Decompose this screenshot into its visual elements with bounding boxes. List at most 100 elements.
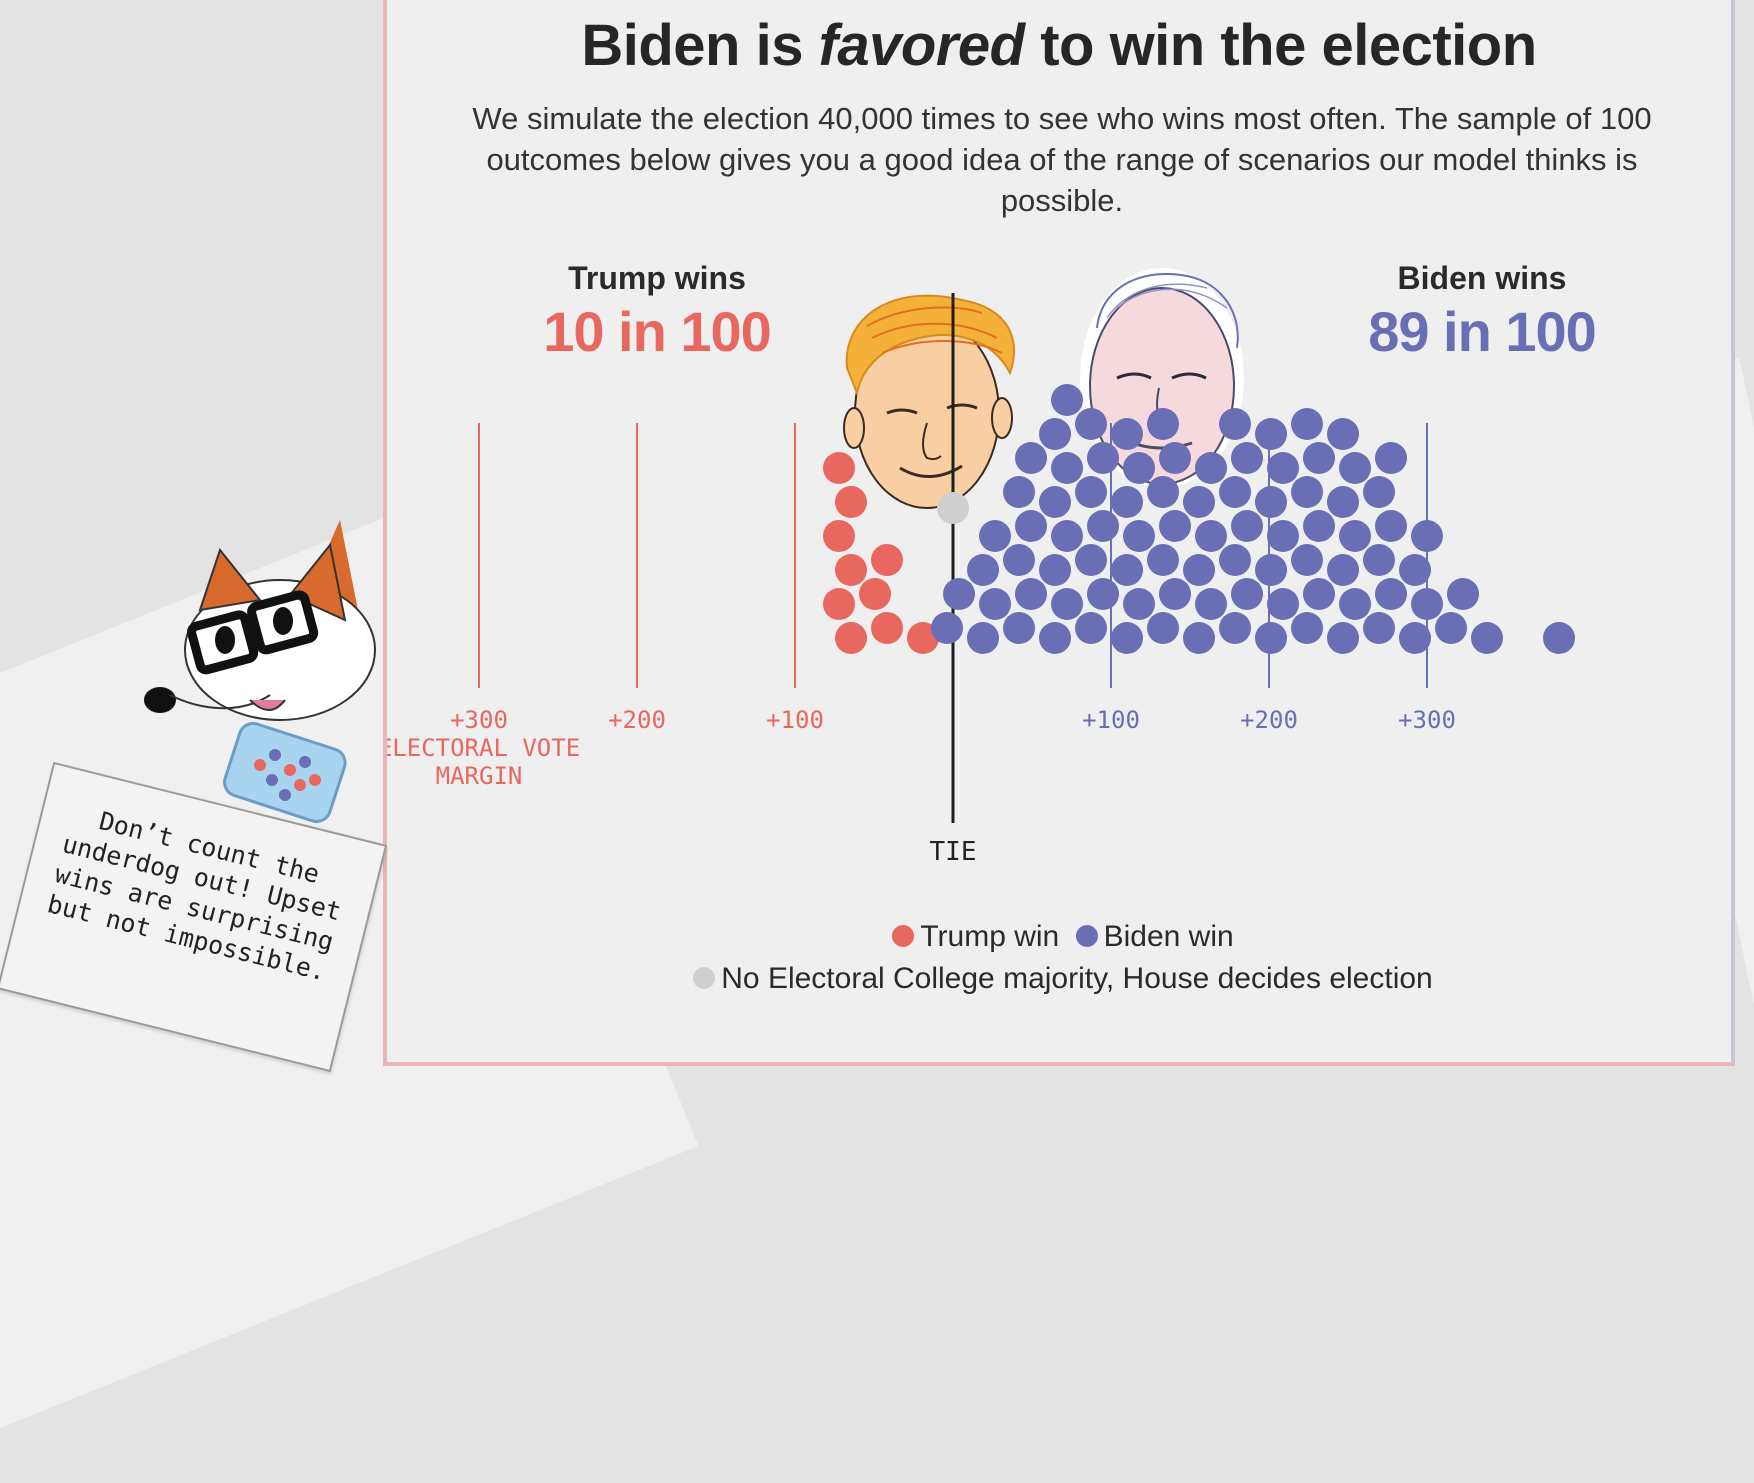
biden-win-dot	[1363, 612, 1395, 644]
biden-win-dot	[1363, 544, 1395, 576]
trump-wins-count: 10 in 100	[543, 300, 772, 363]
no-majority-swatch	[693, 967, 716, 989]
trump-win-dot	[871, 544, 903, 576]
biden-win-dot	[1051, 588, 1083, 620]
trump-win-dot	[907, 622, 939, 654]
legend-trump-win: Trump win	[920, 920, 1060, 953]
trump-win-dot	[835, 486, 867, 518]
legend-row-1: Trump win Biden win	[387, 916, 1731, 958]
biden-win-dot	[1183, 554, 1215, 586]
trump-win-dot	[823, 520, 855, 552]
biden-win-dot	[1363, 476, 1395, 508]
biden-win-dot	[1267, 520, 1299, 552]
biden-win-dot	[1087, 578, 1119, 610]
biden-win-dot	[1051, 384, 1083, 416]
biden-win-dot	[931, 612, 963, 644]
biden-win-dot	[1327, 486, 1359, 518]
biden-win-dot	[1015, 442, 1047, 474]
trump-tick-label: +300	[450, 706, 508, 734]
biden-win-dot	[1075, 544, 1107, 576]
biden-win-dot	[1327, 418, 1359, 450]
biden-win-dot	[1219, 544, 1251, 576]
biden-win-dot	[1195, 452, 1227, 484]
trump-win-dot	[835, 622, 867, 654]
biden-win-dot	[1231, 442, 1263, 474]
biden-win-dot	[1447, 578, 1479, 610]
page-title: Biden is favored to win the election	[581, 13, 1537, 78]
biden-win-dot	[1015, 510, 1047, 542]
biden-win-dot	[1291, 476, 1323, 508]
trump-win-dot	[859, 578, 891, 610]
biden-win-dot	[1003, 476, 1035, 508]
biden-win-dot	[1471, 622, 1503, 654]
biden-win-dot	[1087, 510, 1119, 542]
biden-win-dot	[1111, 418, 1143, 450]
biden-win-dot	[1303, 510, 1335, 542]
biden-tick-label: +200	[1240, 706, 1298, 734]
trump-tick-label: +100	[766, 706, 824, 734]
biden-win-dot	[1435, 612, 1467, 644]
tie-outcome-dot	[937, 492, 969, 524]
note-text: Don’t count the underdog out! Upset wins…	[44, 806, 345, 987]
biden-win-dot	[1327, 622, 1359, 654]
biden-win-dot	[1219, 408, 1251, 440]
biden-win-dot	[1255, 418, 1287, 450]
biden-win-dot	[1075, 612, 1107, 644]
biden-win-dot	[1111, 622, 1143, 654]
subtitle: We simulate the election 40,000 times to…	[472, 101, 1652, 218]
trump-win-dot	[823, 452, 855, 484]
biden-win-dot	[1039, 418, 1071, 450]
tie-label: TIE	[930, 837, 977, 867]
biden-win-dot	[1003, 612, 1035, 644]
biden-win-dot	[1303, 578, 1335, 610]
biden-win-dot	[1255, 622, 1287, 654]
biden-win-dot	[1375, 442, 1407, 474]
biden-win-dot	[1399, 622, 1431, 654]
biden-tick-label: +100	[1082, 706, 1140, 734]
forecast-card: Biden is favored to win the election We …	[383, 0, 1735, 1066]
trump-wins-label: Trump wins	[568, 260, 746, 296]
biden-win-dot	[1267, 452, 1299, 484]
biden-win-dot	[1255, 486, 1287, 518]
biden-win-dot	[1123, 588, 1155, 620]
trump-wins-summary: Trump wins 10 in 100	[487, 260, 827, 364]
trump-win-dot	[835, 554, 867, 586]
chart-legend: Trump win Biden win No Electoral College…	[387, 916, 1731, 1000]
biden-win-dot	[1327, 554, 1359, 586]
trump-tick-label: +200	[608, 706, 666, 734]
biden-win-dot	[1219, 476, 1251, 508]
biden-win-dot	[1303, 442, 1335, 474]
biden-win-dot	[1339, 520, 1371, 552]
biden-win-dot	[1015, 578, 1047, 610]
legend-no-majority: No Electoral College majority, House dec…	[721, 962, 1433, 995]
biden-win-dot	[1195, 588, 1227, 620]
biden-win-dot	[979, 588, 1011, 620]
biden-win-dot	[1087, 442, 1119, 474]
biden-win-swatch	[1075, 925, 1098, 947]
biden-win-dot	[1183, 622, 1215, 654]
biden-win-dot	[1411, 520, 1443, 552]
biden-win-dot	[1267, 588, 1299, 620]
biden-win-dot	[1195, 520, 1227, 552]
biden-win-dot	[1339, 452, 1371, 484]
biden-win-dot	[1231, 510, 1263, 542]
biden-win-dot	[1039, 554, 1071, 586]
trump-win-dot	[871, 612, 903, 644]
biden-win-dot	[1399, 554, 1431, 586]
biden-win-dot	[1411, 588, 1443, 620]
biden-win-dot	[1111, 486, 1143, 518]
biden-win-dot	[1111, 554, 1143, 586]
biden-win-dot	[1147, 476, 1179, 508]
trump-illustration	[843, 294, 1015, 509]
fox-mascot-illustration	[144, 520, 376, 823]
biden-win-dot	[1375, 578, 1407, 610]
biden-win-dot	[1159, 578, 1191, 610]
biden-wins-summary: Biden wins 89 in 100	[1312, 260, 1652, 364]
biden-win-dot	[1075, 476, 1107, 508]
biden-win-dot	[1123, 452, 1155, 484]
biden-win-dot	[943, 578, 975, 610]
biden-win-dot	[1291, 544, 1323, 576]
biden-tick-label: +300	[1398, 706, 1456, 734]
biden-win-dot	[967, 554, 999, 586]
